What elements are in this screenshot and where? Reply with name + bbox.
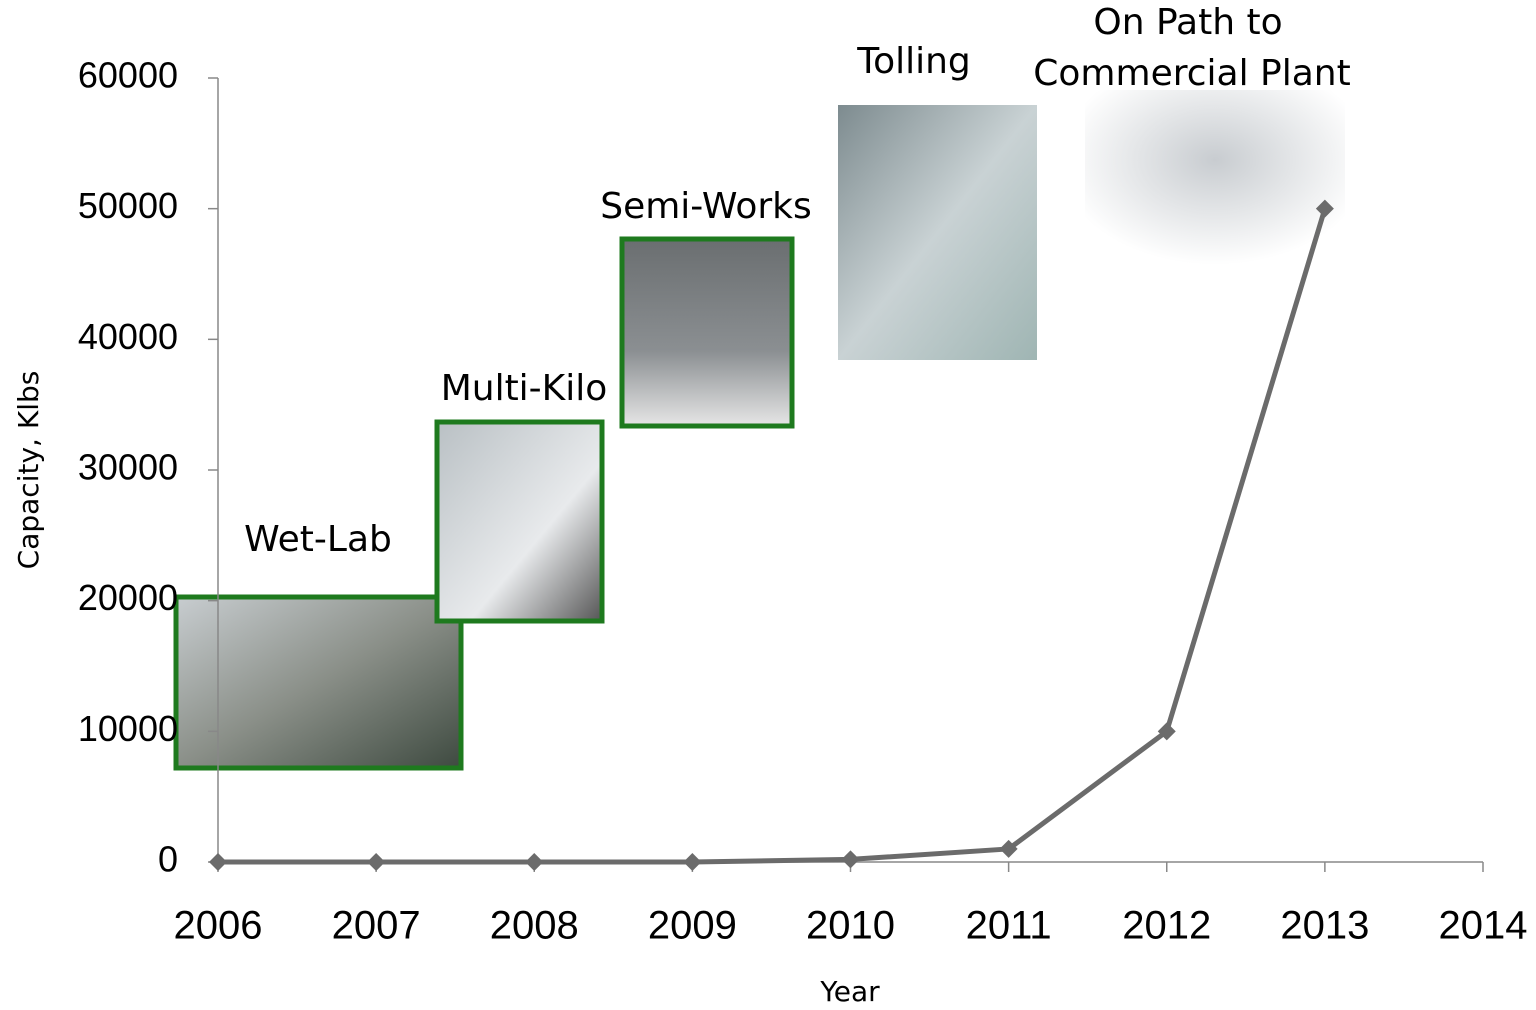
y-tick-label: 20000: [78, 577, 178, 618]
annotation: On Path to: [1093, 2, 1282, 43]
x-tick-label: 2012: [1122, 904, 1211, 948]
data-point: [842, 850, 860, 868]
annotation: Semi-Works: [600, 186, 812, 227]
y-tick-label: 50000: [78, 185, 178, 226]
y-axis-title: Capacity, Klbs: [12, 371, 45, 570]
semi-works-photo: [622, 239, 792, 426]
x-tick-label: 2011: [966, 904, 1052, 948]
x-tick-label: 2006: [174, 904, 263, 948]
x-tick-label: 2010: [806, 904, 895, 948]
x-tick-label: 2013: [1280, 904, 1369, 948]
y-tick-label: 0: [158, 839, 178, 880]
annotation: Commercial Plant: [1033, 53, 1350, 94]
y-tick-label: 60000: [78, 55, 178, 96]
x-tick-label: 2014: [1439, 904, 1528, 948]
annotation: Tolling: [856, 41, 971, 82]
tolling-photo: [838, 105, 1037, 360]
x-tick-label: 2008: [490, 904, 579, 948]
data-point: [367, 853, 385, 871]
annotation: Multi-Kilo: [441, 368, 608, 409]
x-tick-label: 2009: [648, 904, 737, 948]
y-tick-label: 10000: [78, 708, 178, 749]
multi-kilo-photo: [437, 422, 602, 621]
x-tick-label: 2007: [332, 904, 421, 948]
chart: Capacity, Klbs Year Wet-Lab Multi-Kilo S…: [0, 0, 1536, 1010]
data-point: [209, 853, 227, 871]
x-axis-title: Year: [819, 975, 880, 1008]
data-point: [683, 853, 701, 871]
annotation: Wet-Lab: [244, 519, 392, 560]
y-tick-label: 30000: [78, 447, 178, 488]
data-point: [525, 853, 543, 871]
y-tick-label: 40000: [78, 316, 178, 357]
commercial-plant-photo: [1085, 90, 1345, 265]
